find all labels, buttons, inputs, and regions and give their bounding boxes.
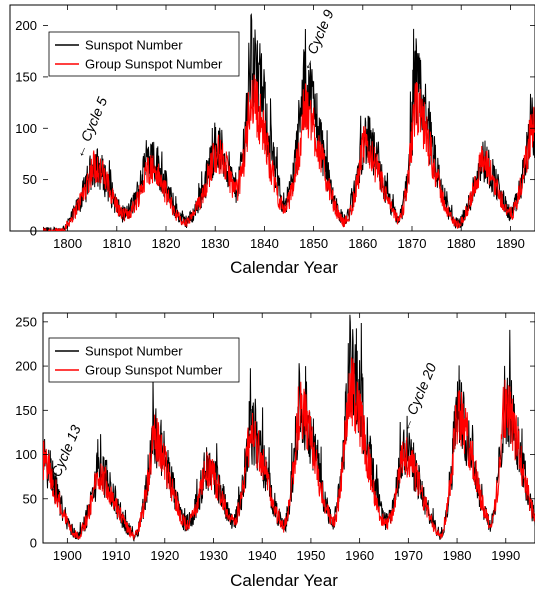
x-tick-label: 1930 <box>199 548 228 563</box>
bottom-xlabel: Calendar Year <box>230 571 338 590</box>
y-tick-label: 150 <box>15 69 37 84</box>
x-tick-label: 1850 <box>299 236 328 251</box>
x-tick-label: 1800 <box>53 236 82 251</box>
y-tick-label: 100 <box>15 447 37 462</box>
cycle-annotation: ← Cycle 20 <box>396 361 439 434</box>
x-tick-label: 1990 <box>491 548 520 563</box>
y-tick-label: 100 <box>15 121 37 136</box>
x-tick-label: 1980 <box>443 548 472 563</box>
x-tick-label: 1830 <box>201 236 230 251</box>
legend-label: Group Sunspot Number <box>85 57 223 72</box>
x-tick-label: 1960 <box>345 548 374 563</box>
top-panel: 1800 1810 1820 1830 1840 1850 1860 1870 1880 1890… <box>9 4 535 277</box>
bottom-panel: 1900 1910 1920 1930 1940 1950 1960 1970 1980 1990… <box>15 312 535 590</box>
y-tick-label: 150 <box>15 403 37 418</box>
legend-box <box>48 31 240 77</box>
bottom-axes-frame <box>42 312 535 544</box>
x-tick-label: 1940 <box>248 548 277 563</box>
y-tick-label: 0 <box>30 536 37 551</box>
x-tick-label: 1860 <box>348 236 377 251</box>
top-group-line <box>43 74 535 231</box>
x-tick-label: 1890 <box>496 236 525 251</box>
y-tick-label: 50 <box>23 491 37 506</box>
x-tick-label: 1810 <box>102 236 131 251</box>
top-axes-frame <box>9 4 535 232</box>
x-tick-label: 1900 <box>53 548 82 563</box>
x-tick-label: 1910 <box>102 548 131 563</box>
x-tick-label: 1920 <box>150 548 179 563</box>
legend-label: Group Sunspot Number <box>85 363 223 378</box>
x-tick-label: 1820 <box>152 236 181 251</box>
legend-label: Sunspot Number <box>85 38 183 53</box>
legend-label: Sunspot Number <box>85 344 183 359</box>
top-group-series <box>43 74 535 231</box>
top-xlabel: Calendar Year <box>230 258 338 277</box>
x-tick-label: 1970 <box>394 548 423 563</box>
y-tick-label: 250 <box>15 314 37 329</box>
cycle-annotation: ← Cycle 5 <box>70 94 110 160</box>
cycle-annotation: ← Cycle 9 <box>297 7 337 73</box>
y-tick-label: 200 <box>15 18 37 33</box>
y-tick-label: 0 <box>30 224 37 239</box>
bottom-group-line <box>43 357 535 540</box>
x-tick-label: 1870 <box>398 236 427 251</box>
legend-box <box>48 337 240 383</box>
y-tick-label: 200 <box>15 359 37 374</box>
x-tick-label: 1950 <box>296 548 325 563</box>
cycle-annotation: ← Cycle 13 <box>41 422 84 495</box>
x-tick-label: 1880 <box>447 236 476 251</box>
x-tick-label: 1840 <box>250 236 279 251</box>
bottom-group-series <box>43 357 535 540</box>
y-tick-label: 50 <box>23 172 37 187</box>
